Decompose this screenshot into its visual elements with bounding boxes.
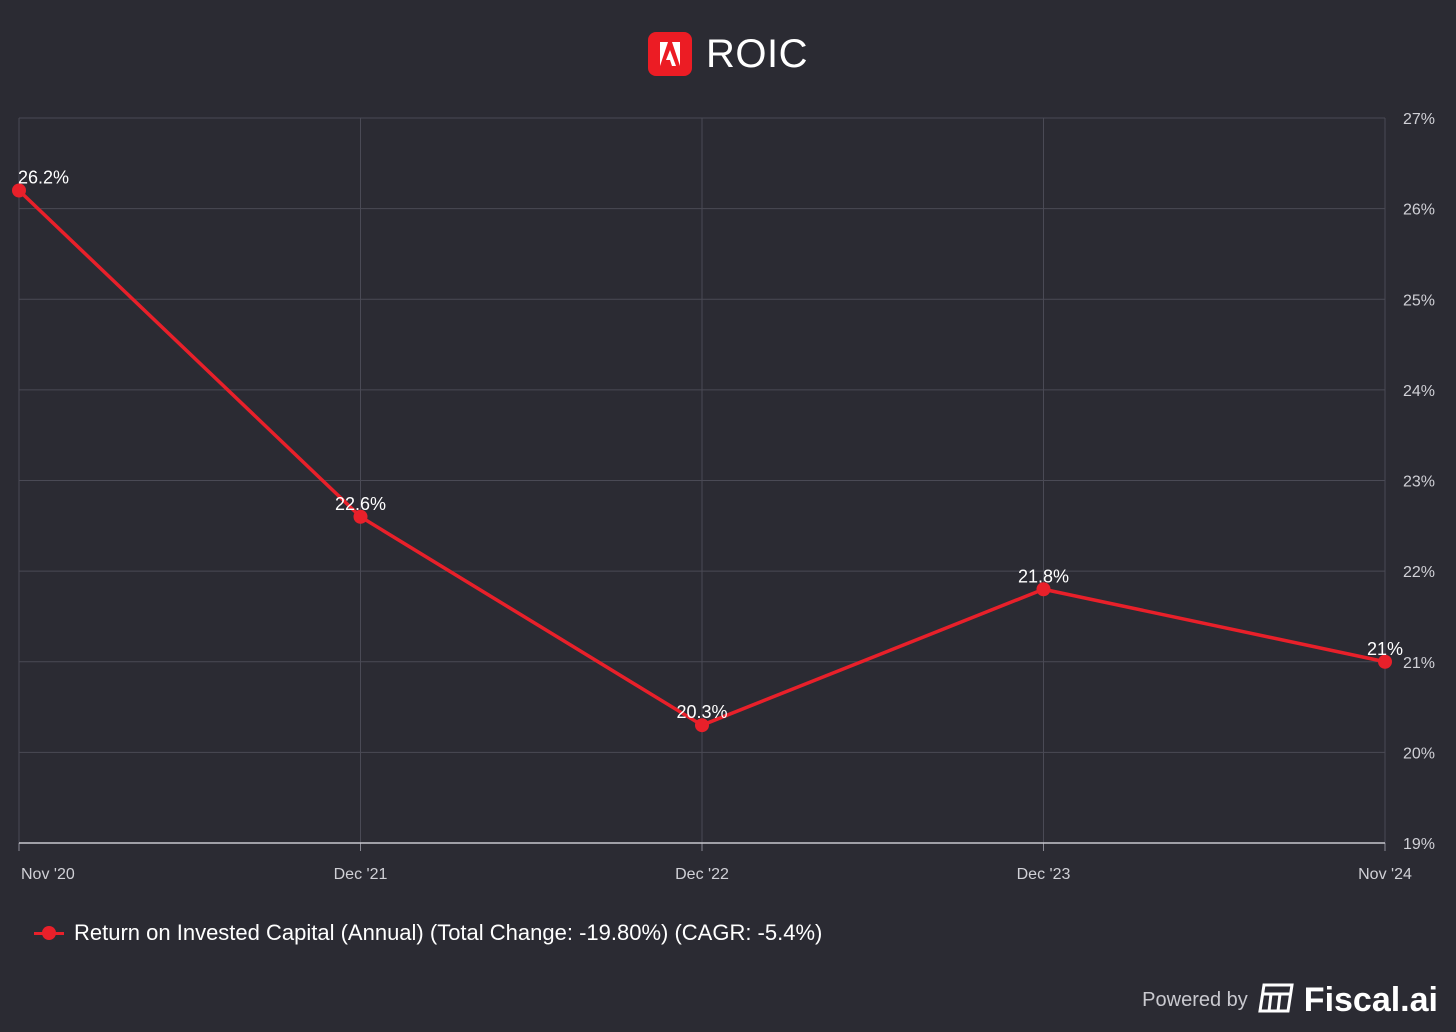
data-point[interactable] bbox=[353, 509, 368, 524]
x-tick-label: Dec '21 bbox=[334, 866, 388, 883]
y-axis-ticks: 19% 20% 21% 22% 23% 24% 25% 26% 27% bbox=[1403, 111, 1435, 853]
y-tick-label: 24% bbox=[1403, 383, 1435, 400]
adobe-logo-icon bbox=[648, 32, 692, 76]
series-roic: 26.2% 22.6% 20.3% 21.8% 21% bbox=[12, 168, 1403, 733]
roic-line-chart: 19% 20% 21% 22% 23% 24% 25% 26% 27% Nov '20 Dec '… bbox=[12, 111, 1435, 883]
y-tick-label: 20% bbox=[1403, 745, 1435, 762]
y-tick-label: 23% bbox=[1403, 474, 1435, 491]
data-label: 22.6% bbox=[335, 494, 386, 514]
grid-lines bbox=[18, 117, 1386, 851]
legend-marker-icon bbox=[34, 923, 64, 943]
y-tick-label: 21% bbox=[1403, 655, 1435, 672]
x-tick-label: Dec '22 bbox=[675, 866, 729, 883]
data-label: 21% bbox=[1367, 639, 1403, 659]
powered-by-text: Powered by bbox=[1142, 989, 1248, 1011]
data-label: 20.3% bbox=[676, 702, 727, 722]
fiscal-logo-icon bbox=[1258, 983, 1294, 1018]
y-tick-label: 27% bbox=[1403, 111, 1435, 128]
data-label: 26.2% bbox=[18, 168, 69, 188]
data-point[interactable] bbox=[695, 718, 709, 733]
data-point[interactable] bbox=[1036, 582, 1051, 597]
chart-header: ROIC bbox=[0, 26, 1456, 82]
x-axis-ticks: Nov '20 Dec '21 Dec '22 Dec '23 Nov '24 bbox=[21, 866, 1412, 883]
x-tick-label: Nov '20 bbox=[21, 866, 75, 883]
y-tick-label: 22% bbox=[1403, 564, 1435, 581]
data-point[interactable] bbox=[12, 183, 26, 198]
y-tick-label: 25% bbox=[1403, 292, 1435, 309]
x-tick-label: Nov '24 bbox=[1358, 866, 1412, 883]
data-label: 21.8% bbox=[1018, 566, 1069, 586]
fiscal-brand: Fiscal.ai bbox=[1303, 981, 1438, 1019]
legend-label: Return on Invested Capital (Annual) (Tot… bbox=[74, 920, 823, 945]
legend[interactable]: Return on Invested Capital (Annual) (Tot… bbox=[34, 916, 822, 950]
data-point[interactable] bbox=[1378, 654, 1392, 669]
y-tick-label: 26% bbox=[1403, 202, 1435, 219]
chart-title: ROIC bbox=[706, 31, 808, 76]
x-tick-label: Dec '23 bbox=[1017, 866, 1071, 883]
y-tick-label: 19% bbox=[1403, 836, 1435, 853]
footer: Powered by Fiscal.ai bbox=[1142, 981, 1438, 1020]
